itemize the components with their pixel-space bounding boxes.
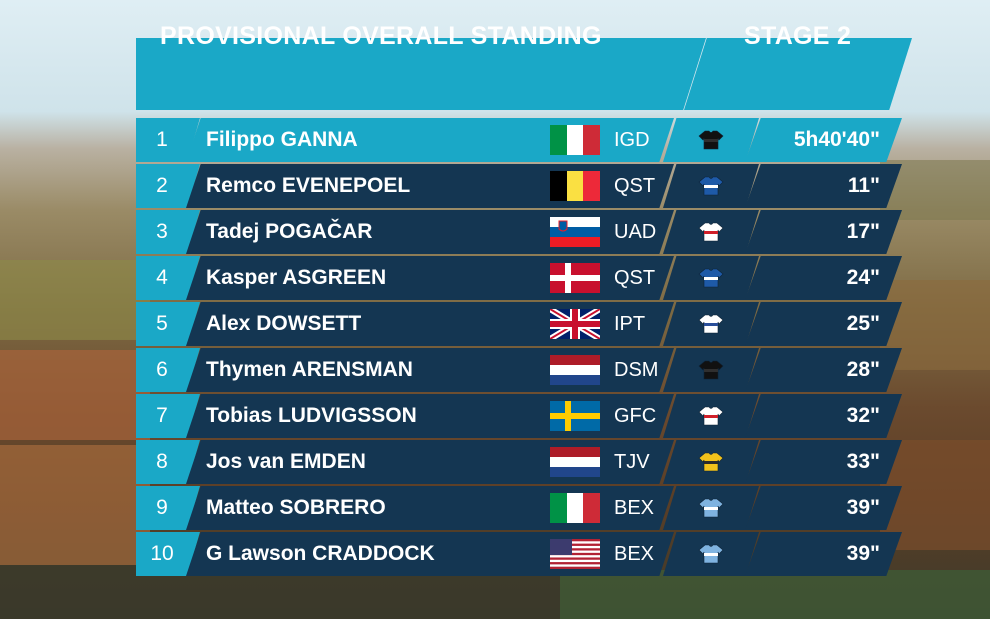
- time-panel: [745, 302, 902, 346]
- netherlands-flag-icon: [550, 355, 600, 385]
- italy-flag-icon: [550, 125, 600, 155]
- time-gap: 11": [847, 174, 880, 197]
- table-row: 8 Jos van EMDEN TJV 33": [0, 440, 990, 484]
- position-number: 5: [156, 312, 168, 335]
- light-blue-jersey-icon: [698, 498, 724, 518]
- background-field: [0, 260, 150, 340]
- page-title: PROVISIONAL OVERALL STANDING: [160, 22, 602, 50]
- rider-name: Filippo GANNA: [206, 128, 358, 151]
- table-row: 10 G Lawson CRADDOCK BEX 39": [0, 532, 990, 576]
- time-panel: [745, 532, 902, 576]
- time-panel: [745, 118, 902, 162]
- rider-name: Remco EVENEPOEL: [206, 174, 411, 197]
- netherlands-flag-icon: [550, 447, 600, 477]
- team-code: UAD: [614, 221, 657, 243]
- blue-jersey-icon: [698, 268, 724, 288]
- table-row: 4 Kasper ASGREEN QST 24": [0, 256, 990, 300]
- position-number: 4: [156, 266, 168, 289]
- time-panel: [745, 210, 902, 254]
- time-gap: 33": [846, 450, 880, 473]
- time-gap: 17": [846, 220, 880, 243]
- rider-name: Matteo SOBRERO: [206, 496, 386, 519]
- yellow-jersey-icon: [698, 452, 724, 472]
- team-code: GFC: [614, 405, 657, 427]
- team-code: IPT: [614, 313, 646, 335]
- time-gap: 24": [846, 266, 880, 289]
- stage-label: STAGE 2: [744, 22, 852, 50]
- time-panel: [745, 394, 902, 438]
- time-gap: 32": [846, 404, 880, 427]
- time-panel: [745, 486, 902, 530]
- background-field: [0, 350, 150, 440]
- rider-name: Jos van EMDEN: [206, 450, 366, 473]
- position-number: 1: [156, 128, 168, 151]
- position-number: 10: [150, 542, 174, 565]
- table-row: 7 Tobias LUDVIGSSON GFC 32": [0, 394, 990, 438]
- rider-name: G Lawson CRADDOCK: [206, 542, 435, 565]
- black-jersey-icon: [698, 360, 724, 380]
- table-row: 5 Alex DOWSETT IPT 25": [0, 302, 990, 346]
- usa-flag-icon: [550, 539, 600, 569]
- header-title-panel: [136, 38, 706, 110]
- background-field: [560, 570, 990, 619]
- time-gap: 39": [846, 496, 880, 519]
- time-gap: 5h40'40": [793, 128, 880, 151]
- background-field: [0, 445, 150, 565]
- table-row: 3 Tadej POGAČAR UAD 17": [0, 210, 990, 254]
- time-gap: 28": [846, 358, 880, 381]
- rider-name: Kasper ASGREEN: [206, 266, 387, 289]
- time-panel: [745, 164, 902, 208]
- team-code: TJV: [614, 451, 650, 473]
- team-code: QST: [614, 267, 656, 289]
- denmark-flag-icon: [550, 263, 600, 293]
- white-blue-jersey-icon: [698, 314, 724, 334]
- black-jersey-icon: [698, 130, 724, 150]
- table-row: 1 Filippo GANNA IGD 5h40'40": [0, 118, 990, 162]
- position-number: 8: [156, 450, 168, 473]
- position-number: 3: [156, 220, 168, 243]
- table-row: 6 Thymen ARENSMAN DSM 28": [0, 348, 990, 392]
- team-code: IGD: [614, 129, 650, 151]
- rider-name: Alex DOWSETT: [206, 312, 362, 335]
- blue-jersey-icon: [698, 176, 724, 196]
- position-number: 9: [156, 496, 168, 519]
- team-code: BEX: [614, 497, 655, 519]
- sweden-flag-icon: [550, 401, 600, 431]
- time-gap: 39": [846, 542, 880, 565]
- position-number: 7: [156, 404, 168, 427]
- rider-name: Thymen ARENSMAN: [206, 358, 413, 381]
- team-code: DSM: [614, 359, 659, 381]
- slovenia-flag-icon: [550, 217, 600, 247]
- position-number: 6: [156, 358, 168, 381]
- table-row: 9 Matteo SOBRERO BEX 39": [0, 486, 990, 530]
- table-row: 2 Remco EVENEPOEL QST 11": [0, 164, 990, 208]
- team-code: QST: [614, 175, 656, 197]
- italy-flag-icon: [550, 493, 600, 523]
- rider-name: Tadej POGAČAR: [206, 220, 373, 243]
- time-gap: 25": [846, 312, 880, 335]
- header-stage-panel: [684, 38, 912, 110]
- time-panel: [745, 440, 902, 484]
- light-blue-jersey-icon: [698, 544, 724, 564]
- rider-name: Tobias LUDVIGSSON: [206, 404, 417, 427]
- white-red-jersey-icon: [698, 406, 724, 426]
- uk-flag-icon: [550, 309, 600, 339]
- time-panel: [745, 256, 902, 300]
- position-number: 2: [156, 174, 168, 197]
- belgium-flag-icon: [550, 171, 600, 201]
- team-code: BEX: [614, 543, 655, 565]
- time-panel: [745, 348, 902, 392]
- white-red-jersey-icon: [698, 222, 724, 242]
